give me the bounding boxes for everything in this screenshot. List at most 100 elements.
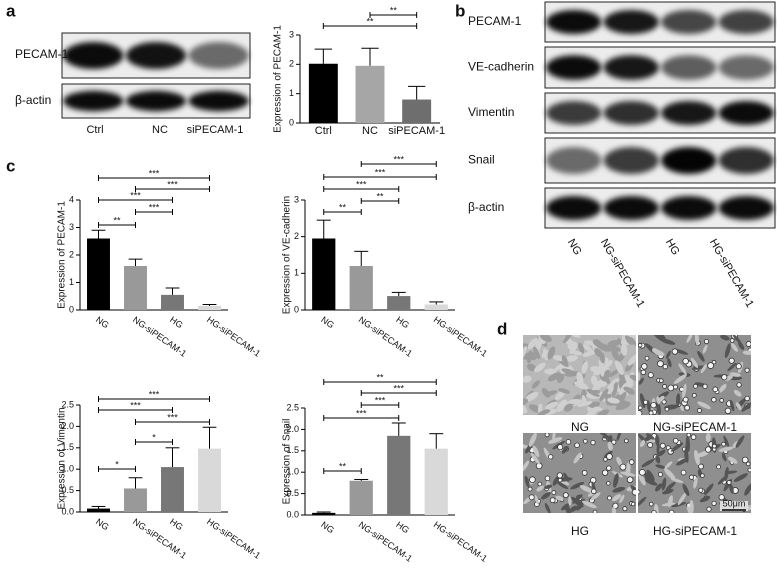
cell [651, 509, 657, 513]
cell [582, 350, 597, 357]
cell [583, 344, 593, 352]
blot-band [188, 42, 249, 69]
y-tick-label: 1 [69, 277, 74, 287]
cell [638, 410, 643, 415]
significance-label: * [115, 459, 119, 469]
cell [672, 437, 679, 444]
cell [724, 466, 729, 481]
cell [619, 463, 627, 471]
bar [161, 294, 184, 310]
blot-band [546, 10, 602, 34]
cell [728, 357, 735, 364]
cell [523, 398, 529, 406]
blot-row-label: Vimentin [468, 105, 514, 119]
cell [579, 485, 593, 493]
blot-band [661, 55, 717, 80]
blot-strip [61, 32, 251, 79]
bar [124, 266, 147, 310]
y-axis-label: Expression of Snail [282, 419, 293, 505]
cell [652, 335, 665, 343]
cell [665, 350, 671, 359]
cell [619, 494, 625, 503]
cell [555, 495, 564, 501]
cell [606, 465, 612, 471]
error-bar [354, 250, 369, 266]
error-bar [316, 219, 331, 239]
cell [557, 477, 563, 483]
blot-band [603, 10, 659, 34]
cell [602, 369, 610, 383]
blot-lane-label: NG-siPECAM-1 [598, 237, 647, 310]
cell [686, 433, 692, 438]
bar [424, 448, 448, 515]
bar [402, 99, 432, 123]
cell [552, 476, 560, 486]
cell [720, 335, 730, 341]
cell [523, 460, 530, 472]
cell [711, 359, 717, 365]
cell [664, 461, 673, 469]
cell [613, 473, 619, 488]
cell [638, 405, 643, 410]
blot-band [718, 147, 774, 174]
error-bar [361, 47, 379, 66]
cell [577, 400, 593, 407]
cell [641, 363, 648, 370]
cell [532, 445, 540, 458]
blot-band [546, 147, 602, 174]
cell [537, 409, 551, 415]
cell [657, 471, 663, 477]
blot-strip [544, 92, 776, 134]
cell [541, 387, 551, 398]
cell [602, 435, 612, 439]
significance-label: ** [339, 202, 347, 212]
y-tick-label: 0 [289, 117, 294, 127]
blot-band [718, 101, 774, 125]
x-tick-label: HG [168, 516, 185, 532]
cell [668, 509, 675, 513]
cell [523, 403, 528, 414]
bar [387, 296, 411, 310]
cell [657, 449, 666, 457]
cell [607, 339, 621, 347]
y-tick-label: 2 [294, 231, 299, 241]
cell [638, 377, 644, 385]
cell [570, 335, 581, 338]
cell [543, 348, 548, 361]
cell [547, 346, 556, 360]
bar [312, 512, 336, 515]
significance-bracket: * [135, 432, 173, 445]
cell [527, 486, 533, 492]
cell [656, 396, 661, 405]
y-tick-label: 3 [289, 29, 294, 39]
y-tick-label: 4 [69, 194, 74, 204]
significance-bracket: *** [98, 400, 173, 413]
significance-bracket: *** [135, 202, 173, 215]
cell [648, 501, 654, 507]
cell [652, 348, 662, 356]
blot-band [188, 90, 249, 112]
cell [528, 494, 535, 501]
cell [638, 468, 646, 476]
cell [626, 476, 634, 484]
error-bar [91, 505, 106, 509]
cell [696, 450, 710, 458]
cell [656, 335, 666, 340]
x-tick-label: HG-siPECAM-1 [205, 516, 262, 560]
blot-band [125, 90, 187, 112]
cell [614, 360, 624, 375]
blot-band [718, 10, 774, 34]
blot-row-label: PECAM-1 [468, 14, 522, 28]
cell [544, 475, 551, 482]
cell [574, 442, 580, 448]
cell [721, 453, 727, 462]
cell [641, 459, 655, 468]
cell [531, 380, 541, 389]
cell [551, 490, 557, 495]
micrograph [638, 433, 751, 513]
cell [665, 481, 676, 491]
error-bar [91, 229, 106, 239]
bar [87, 238, 110, 310]
cell [744, 395, 750, 402]
cell [544, 368, 557, 375]
